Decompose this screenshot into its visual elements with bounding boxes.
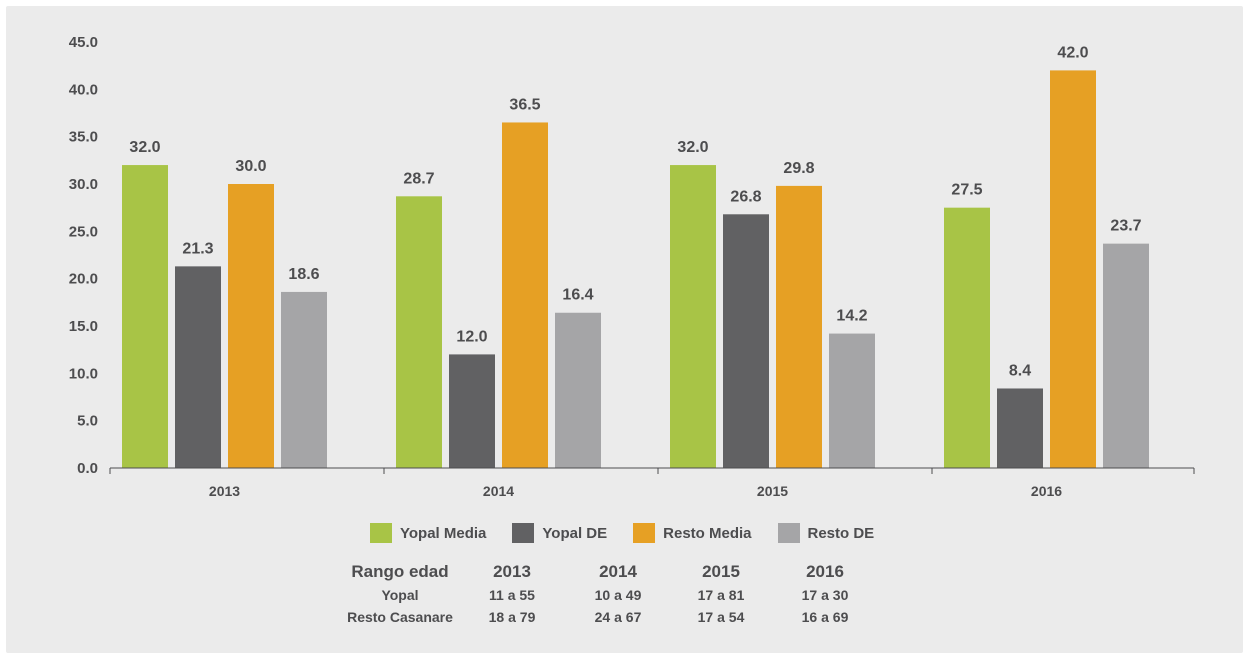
table-header-cell: 2013 [493,562,531,581]
table-header-cell: Rango edad [351,562,449,581]
y-tick-label: 30.0 [69,176,98,193]
table-cell: Resto Casanare [347,609,453,625]
bar [723,214,769,468]
data-label: 32.0 [129,139,160,156]
legend-swatch [512,523,535,543]
table-row: Yopal 11 a 55 10 a 49 17 a 81 17 a 30 [340,584,880,606]
y-tick-label: 25.0 [69,223,98,240]
bars [122,70,1149,469]
table-cell: 16 a 69 [801,609,849,625]
table-cell: Yopal [381,587,419,603]
y-axis: 0.0 5.0 10.0 15.0 20.0 25.0 30.0 35.0 40.0 45.0 [69,34,98,477]
legend-swatch [633,523,656,543]
bar [449,354,495,468]
bar [1050,70,1096,469]
y-tick-label: 40.0 [69,81,98,98]
y-tick-label: 45.0 [69,34,98,51]
table-header-row: Rango edad 2013 2014 2015 2016 [340,560,880,584]
y-tick-label: 0.0 [77,460,98,477]
y-tick-label: 5.0 [77,413,98,430]
data-label: 27.5 [951,182,982,199]
data-label: 42.0 [1057,44,1088,61]
legend-item: Yopal DE [512,523,607,543]
legend: Yopal Media Yopal DE Resto Media Resto D… [370,522,910,544]
table-cell: 18 a 79 [488,609,536,625]
table-cell: 24 a 67 [594,609,642,625]
legend-label: Yopal Media [400,524,487,542]
data-label: 16.4 [562,287,593,304]
data-label: 30.0 [235,158,266,175]
x-axis: 2013 2014 2015 2016 [109,467,1195,499]
table-cell: 11 a 55 [489,587,535,603]
y-tick-label: 10.0 [69,365,98,382]
y-tick-label: 35.0 [69,129,98,146]
y-tick-label: 15.0 [69,318,98,335]
legend-label: Yopal DE [542,524,608,542]
bar [1103,243,1149,468]
legend-item: Yopal Media [370,523,486,543]
x-tick-label: 2014 [483,483,514,499]
data-label: 8.4 [1009,362,1031,379]
legend-label: Resto Media [663,524,752,542]
data-label: 23.7 [1110,218,1141,235]
bar [555,312,601,468]
age-range-table: Rango edad 2013 2014 2015 2016 Yopal 11 … [340,560,880,628]
x-tick-label: 2013 [209,483,240,499]
legend-item: Resto DE [777,523,875,543]
data-label: 26.8 [730,188,761,205]
table-header-cell: 2015 [702,562,740,581]
bar [829,333,875,468]
x-tick-label: 2015 [757,483,788,499]
table-cell: 17 a 81 [697,587,745,603]
legend-label: Resto DE [807,524,875,542]
table-cell: 17 a 30 [801,587,849,603]
bar [670,165,716,469]
legend-item: Resto Media [633,523,752,543]
data-label: 28.7 [403,170,434,187]
table-cell: 10 a 49 [594,587,642,603]
bar [944,207,990,468]
legend-swatch [370,523,392,543]
table-cell: 17 a 54 [697,609,745,625]
data-label: 18.6 [288,266,319,283]
legend-swatch [777,523,800,543]
data-label: 36.5 [509,96,540,113]
data-label: 21.3 [182,240,213,257]
data-label: 14.2 [836,308,867,325]
data-label: 29.8 [783,160,814,177]
bar [281,291,327,468]
bar [776,185,822,469]
bar [175,266,221,468]
bar [122,165,168,469]
table-header-cell: 2016 [806,562,844,581]
bar-chart: 0.0 5.0 10.0 15.0 20.0 25.0 30.0 35.0 40.0 45.0 3… [69,34,1195,499]
table-header-cell: 2014 [599,562,637,581]
bar [997,388,1043,468]
data-label: 12.0 [456,328,487,345]
value-labels: 32.0 28.7 32.0 27.5 21.3 12.0 26.8 8.4 30.0 36.5 2… [129,44,1141,379]
bar [228,184,274,468]
table-row: Resto Casanare 18 a 79 24 a 67 17 a 54 1… [340,606,880,628]
data-label: 32.0 [677,139,708,156]
bar [396,196,442,468]
y-tick-label: 20.0 [69,271,98,288]
bar [502,122,548,468]
x-tick-label: 2016 [1031,483,1062,499]
